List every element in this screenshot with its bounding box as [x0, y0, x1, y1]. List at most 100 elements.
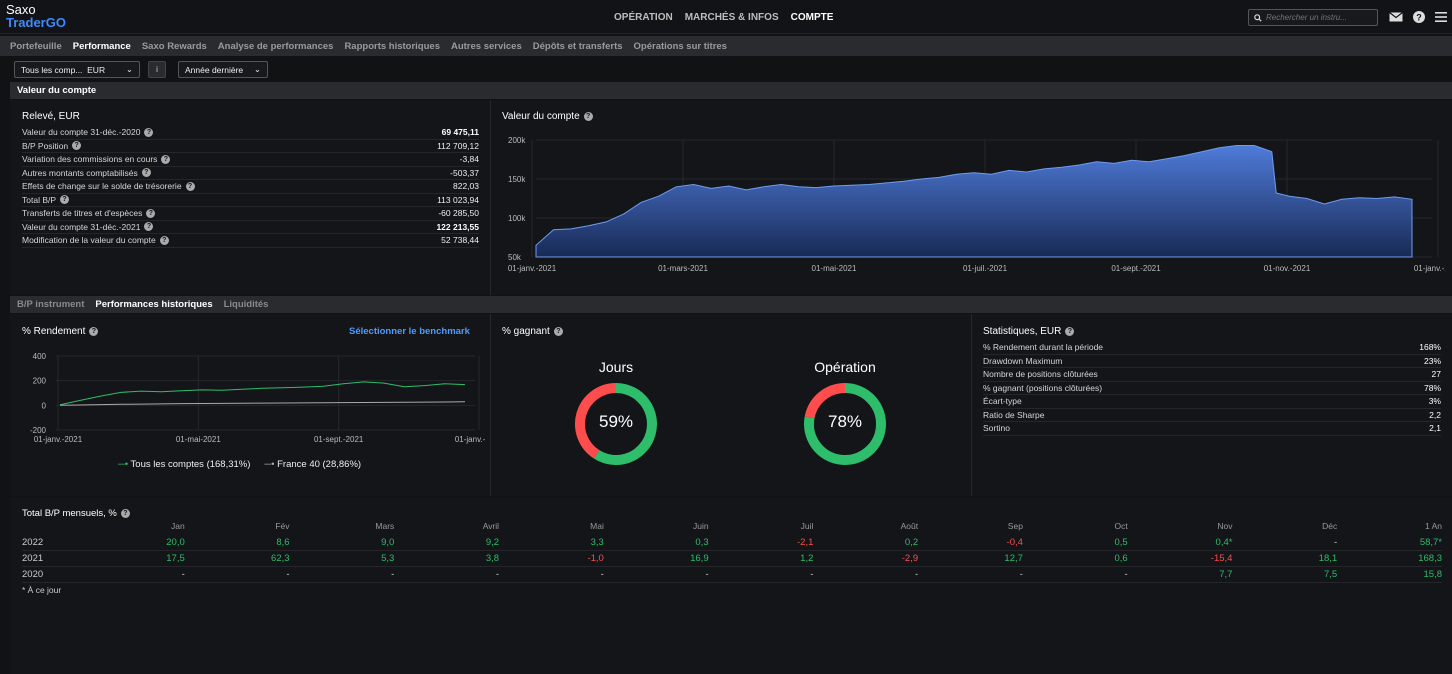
help-icon[interactable]: ?	[89, 327, 99, 336]
help-icon[interactable]: ?	[1065, 327, 1075, 336]
chevron-down-icon: ⌄	[125, 64, 133, 74]
stats-row: Écart-type 3%	[983, 395, 1441, 409]
legend-label: France 40 (28,86%)	[277, 459, 362, 470]
statement-row-label-wrap: Autres montants comptabilisés?	[22, 168, 151, 178]
stats-row: % gagnant (positions clôturées) 78%	[983, 382, 1441, 395]
monthly-cell: 5,3	[381, 553, 395, 564]
statement-row-value: 822,03	[453, 181, 479, 192]
top-bar: Saxo TraderGO OPÉRATION MARCHÉS & INFOS …	[0, 0, 1452, 34]
period-select[interactable]: Année dernière ⌄	[178, 61, 268, 78]
help-icon[interactable]: ?	[159, 235, 169, 245]
x-tick-label: 01-nov.-2021	[1264, 264, 1311, 273]
days-label: Jours	[598, 359, 634, 375]
x-tick-label: 01-mars-2021	[658, 264, 708, 273]
statement-row-label-wrap: Modification de la valeur du compte?	[22, 235, 169, 245]
tab-instrument-pl[interactable]: B/P instrument	[17, 299, 85, 310]
help-icon[interactable]: ?	[144, 222, 154, 232]
tab-corporate-actions[interactable]: Opérations sur titres	[633, 40, 727, 52]
trades-donut	[804, 383, 886, 465]
tab-liquidity[interactable]: Liquidités	[223, 299, 269, 310]
help-icon[interactable]: ?	[141, 168, 151, 178]
monthly-cell: 3,3	[590, 537, 604, 548]
monthly-footnote: * À ce jour	[22, 585, 62, 595]
x-tick-label: 01-janv.-2021	[34, 435, 83, 444]
help-icon[interactable]: ?	[72, 141, 82, 151]
statement-row-value: -60 285,50	[438, 208, 479, 219]
stats-row-label: Nombre de positions clôturées	[983, 369, 1098, 380]
help-icon[interactable]: ?	[1413, 11, 1425, 23]
account-value-chart: 200k 150k 100k 50k 01-janv.-2021 01-mars-2021…	[508, 136, 1445, 273]
help-icon[interactable]: ?	[144, 127, 154, 137]
legend-item-france-40[interactable]: ─• France 40 (28,86%)	[264, 459, 362, 470]
info-button[interactable]: i	[148, 61, 166, 78]
nav-operation[interactable]: OPÉRATION	[614, 12, 673, 23]
statement-row-label-wrap: Valeur du compte 31-déc.-2021?	[22, 221, 154, 232]
menu-icon[interactable]	[1435, 12, 1447, 22]
help-icon[interactable]: ?	[120, 509, 130, 518]
statement-row-label: Transferts de titres et d'espèces	[22, 208, 143, 219]
legend-item-all-accounts[interactable]: ─• Tous les comptes (168,31%)	[118, 459, 251, 470]
monthly-cell: -2,1	[797, 537, 814, 548]
monthly-cell: 0,4*	[1215, 537, 1233, 548]
tab-deposits-transfers[interactable]: Dépôts et transferts	[532, 40, 623, 52]
stats-row-label: Sortino	[983, 423, 1010, 434]
help-icon[interactable]: ?	[146, 208, 156, 218]
monthly-cell: 3,8	[485, 553, 500, 564]
monthly-cell: 20,0	[166, 537, 185, 548]
statement-row-label: Total B/P	[22, 194, 57, 205]
legend-label: Tous les comptes (168,31%)	[130, 459, 251, 470]
monthly-header-cell: 1 An	[1424, 521, 1442, 531]
monthly-cell: -1,0	[587, 553, 604, 564]
statement-row-label-wrap: Valeur du compte 31-déc.-2020?	[22, 127, 154, 137]
help-icon[interactable]: ?	[185, 181, 195, 191]
y-tick-label: 50k	[508, 253, 522, 262]
search-box[interactable]	[1248, 9, 1378, 26]
statement-row-label: Valeur du compte 31-déc.-2021	[22, 221, 141, 232]
x-tick-label: 01-juil.-2021	[963, 264, 1008, 273]
help-icon[interactable]: ?	[583, 112, 593, 121]
statement-row-label-wrap: Total B/P?	[22, 194, 70, 205]
x-tick-label: 01-mai-2021	[812, 264, 857, 273]
tab-historical-performance[interactable]: Performances historiques	[95, 299, 213, 310]
monthly-header-cell: Nov	[1217, 521, 1233, 531]
account-select[interactable]: Tous les comp... EUR ⌄	[14, 61, 140, 78]
stats-row-label: Ratio de Sharpe	[983, 409, 1045, 420]
stats-row-value: 3%	[1428, 396, 1441, 407]
tab-saxo-rewards[interactable]: Saxo Rewards	[141, 40, 207, 52]
help-icon[interactable]: ?	[60, 195, 70, 205]
y-tick-label: 100k	[508, 214, 526, 223]
help-icon[interactable]: ?	[161, 154, 171, 164]
statement-row-value: 113 023,94	[437, 194, 479, 205]
monthly-cell: -15,4	[1210, 553, 1233, 564]
statement-row-label: Modification de la valeur du compte	[22, 235, 156, 246]
donut-slice-loss	[804, 383, 846, 419]
search-icon	[1254, 13, 1262, 22]
mail-icon[interactable]	[1389, 12, 1403, 22]
statement-row-label-wrap: B/P Position?	[22, 141, 82, 151]
stats-title-text: Statistiques, EUR	[983, 326, 1062, 337]
statement-row-value: -503,37	[450, 167, 479, 178]
y-tick-label: 200	[33, 377, 47, 386]
tab-portfolio[interactable]: Portefeuille	[10, 40, 62, 52]
brand-logo[interactable]: Saxo TraderGO	[6, 3, 66, 29]
statement-row-label-wrap: Transferts de titres et d'espèces?	[22, 208, 156, 219]
monthly-cell: -0,4	[1006, 537, 1023, 548]
stats-row: Drawdown Maximum 23%	[983, 355, 1441, 368]
monthly-cell: -2,9	[901, 553, 919, 564]
help-icon[interactable]: ?	[553, 327, 563, 336]
monthly-cell: 12,7	[1004, 553, 1023, 564]
tab-performance-analysis[interactable]: Analyse de performances	[217, 40, 334, 52]
nav-markets[interactable]: MARCHÉS & INFOS	[684, 12, 779, 23]
monthly-cell: 8,6	[276, 537, 290, 548]
statement-row-label: Effets de change sur le solde de trésore…	[22, 181, 182, 192]
search-input[interactable]	[1266, 13, 1376, 22]
tab-historical-reports[interactable]: Rapports historiques	[344, 40, 440, 52]
monthly-cell: 16,9	[690, 553, 709, 564]
select-benchmark-link[interactable]: Sélectionner le benchmark	[349, 326, 470, 337]
tab-performance[interactable]: Performance	[72, 40, 131, 52]
nav-account[interactable]: COMPTE	[790, 12, 834, 23]
tab-other-services[interactable]: Autres services	[450, 40, 522, 52]
statement-row: Modification de la valeur du compte? 52 7…	[22, 234, 479, 248]
donut-slice-win	[594, 383, 657, 465]
